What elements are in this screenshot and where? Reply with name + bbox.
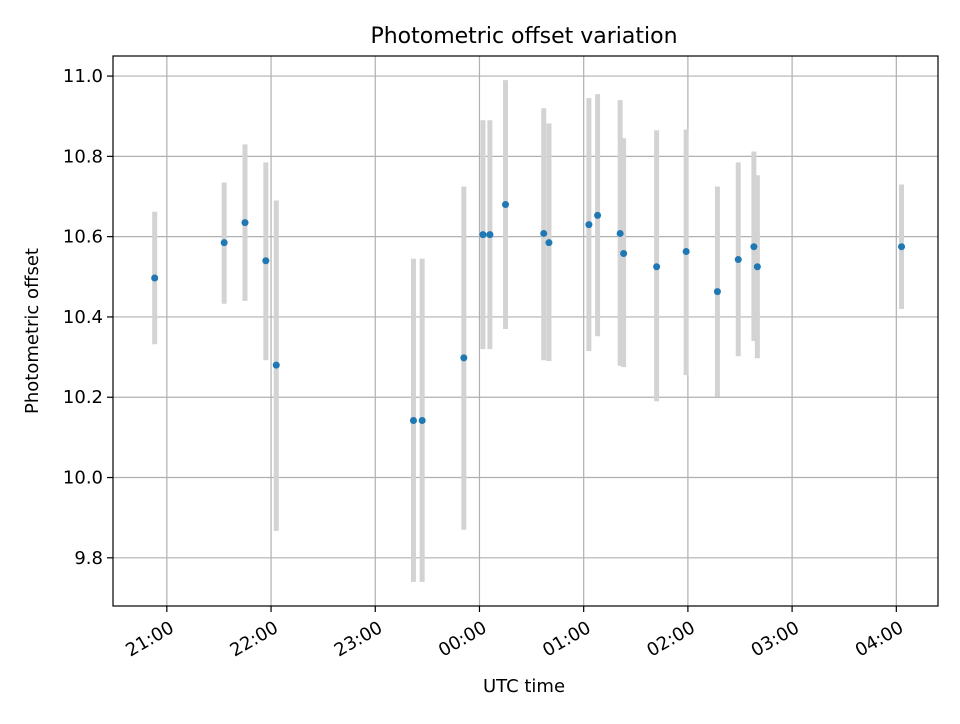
grid-layer xyxy=(113,56,938,606)
y-axis-label: Photometric offset xyxy=(22,248,43,414)
data-point xyxy=(272,361,280,369)
data-point xyxy=(151,274,159,282)
data-point xyxy=(616,229,624,237)
data-point xyxy=(545,239,553,247)
chart-title: Photometric offset variation xyxy=(370,24,677,49)
data-point xyxy=(418,417,426,425)
data-point xyxy=(682,248,690,256)
data-point xyxy=(620,250,628,258)
y-tick-label: 10.2 xyxy=(63,387,103,408)
data-point xyxy=(262,257,270,265)
data-point xyxy=(750,243,758,251)
data-point xyxy=(713,288,721,296)
plot-area-frame xyxy=(112,55,939,607)
data-point xyxy=(220,239,228,247)
data-point xyxy=(241,219,249,227)
y-tick-label: 11.0 xyxy=(63,66,103,87)
data-point xyxy=(540,229,548,237)
y-tick-label: 9.8 xyxy=(74,548,103,569)
y-tick-label: 10.8 xyxy=(63,146,103,167)
data-point xyxy=(460,354,468,362)
point-layer xyxy=(151,201,906,425)
y-tick-label: 10.6 xyxy=(63,227,103,248)
data-point xyxy=(585,221,593,229)
data-point xyxy=(594,211,602,219)
data-point xyxy=(734,256,742,264)
y-tick-label: 10.0 xyxy=(63,468,103,489)
y-tick-label: 10.4 xyxy=(63,307,103,328)
data-point xyxy=(898,243,906,251)
data-point xyxy=(502,201,510,209)
data-point xyxy=(479,231,487,239)
data-point xyxy=(409,417,417,425)
x-axis-label: UTC time xyxy=(483,676,565,697)
data-point xyxy=(486,231,494,239)
data-point xyxy=(753,263,761,271)
data-point xyxy=(653,263,661,271)
